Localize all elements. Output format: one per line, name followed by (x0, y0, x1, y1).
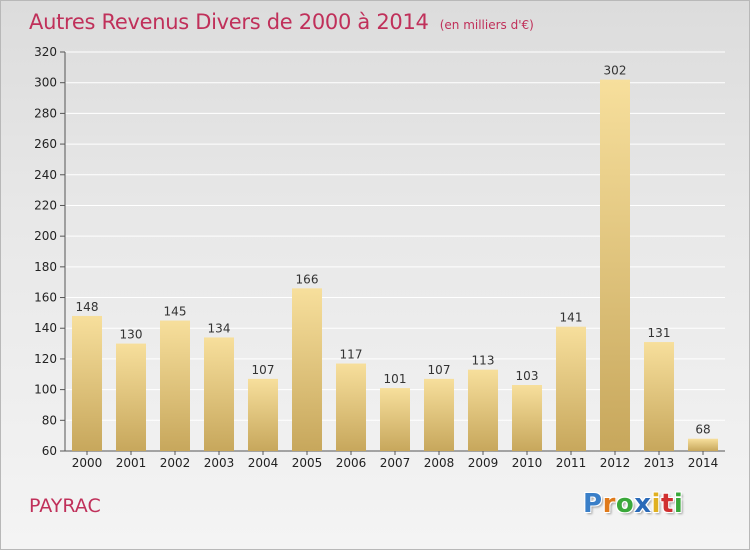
chart-subtitle: (en milliers d'€) (439, 18, 534, 32)
bar (556, 326, 586, 451)
bar-value-label: 134 (208, 321, 231, 335)
title-row: Autres Revenus Divers de 2000 à 2014 (en… (29, 10, 534, 34)
bar (688, 438, 718, 451)
y-tick-label: 100 (34, 383, 57, 397)
bar (512, 385, 542, 451)
x-tick-label: 2005 (292, 456, 323, 470)
x-tick-label: 2007 (380, 456, 411, 470)
bar-value-label: 113 (472, 354, 495, 368)
logo-letter: r (602, 489, 616, 519)
bar (468, 369, 498, 451)
bar-value-label: 101 (384, 372, 407, 386)
bar-value-label: 68 (695, 423, 710, 437)
x-tick-label: 2008 (424, 456, 455, 470)
y-tick-label: 180 (34, 260, 57, 274)
bar-value-label: 131 (648, 326, 671, 340)
x-tick-label: 2002 (160, 456, 191, 470)
bar (600, 79, 630, 451)
bar (204, 337, 234, 451)
logo-letter: i (651, 489, 661, 519)
logo-letter: P (583, 489, 603, 519)
x-tick-label: 2013 (644, 456, 675, 470)
bar-value-label: 103 (516, 369, 539, 383)
logo-letter: t (660, 489, 674, 519)
y-tick-label: 300 (34, 76, 57, 90)
x-tick-label: 2014 (688, 456, 719, 470)
y-tick-label: 200 (34, 229, 57, 243)
bar-value-label: 145 (164, 305, 187, 319)
bar (160, 320, 190, 451)
y-tick-label: 140 (34, 321, 57, 335)
x-tick-label: 2012 (600, 456, 631, 470)
x-tick-label: 2004 (248, 456, 279, 470)
place-name: PAYRAC (29, 495, 101, 517)
bar-value-label: 107 (252, 363, 275, 377)
x-tick-label: 2001 (116, 456, 147, 470)
y-tick-label: 320 (34, 45, 57, 59)
chart-title: Autres Revenus Divers de 2000 à 2014 (29, 10, 429, 34)
bar (248, 378, 278, 451)
bar-value-label: 166 (296, 272, 319, 286)
y-tick-label: 60 (42, 444, 57, 458)
bar (380, 388, 410, 451)
bar-value-label: 130 (120, 328, 143, 342)
bar-value-label: 302 (604, 64, 627, 78)
y-tick-label: 260 (34, 137, 57, 151)
logo-letter: x (634, 489, 652, 519)
x-tick-label: 2011 (556, 456, 587, 470)
x-tick-label: 2003 (204, 456, 235, 470)
x-tick-label: 2009 (468, 456, 499, 470)
logo-letter: o (615, 489, 635, 519)
proxiti-logo: Proxiti (583, 489, 683, 519)
y-tick-label: 220 (34, 198, 57, 212)
y-tick-label: 120 (34, 352, 57, 366)
bar (72, 315, 102, 451)
y-tick-label: 280 (34, 106, 57, 120)
bar (292, 288, 322, 451)
bar (644, 342, 674, 451)
logo-letter: i (673, 489, 684, 519)
y-tick-label: 160 (34, 291, 57, 305)
x-tick-label: 2010 (512, 456, 543, 470)
bar-value-label: 107 (428, 363, 451, 377)
y-tick-label: 240 (34, 168, 57, 182)
bar-value-label: 141 (560, 311, 583, 325)
bar-value-label: 117 (340, 348, 363, 362)
x-tick-label: 2006 (336, 456, 367, 470)
bar (116, 343, 146, 451)
x-tick-label: 2000 (72, 456, 103, 470)
bar (424, 378, 454, 451)
bar (336, 363, 366, 451)
bar-value-label: 148 (76, 300, 99, 314)
y-tick-label: 80 (42, 413, 57, 427)
